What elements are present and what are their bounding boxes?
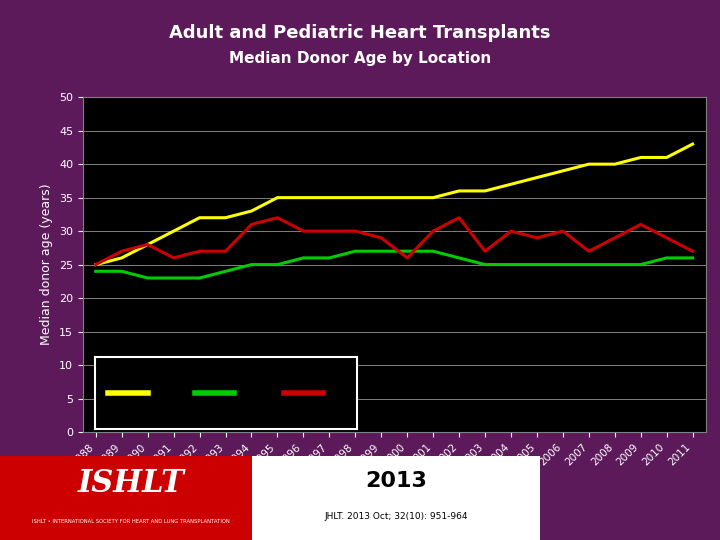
Text: ISHLT: ISHLT (78, 468, 184, 498)
Text: Median Donor Age by Location: Median Donor Age by Location (229, 51, 491, 66)
Y-axis label: Median donor age (years): Median donor age (years) (40, 184, 53, 346)
Text: Adult and Pediatric Heart Transplants: Adult and Pediatric Heart Transplants (169, 24, 551, 42)
Text: JHLT. 2013 Oct; 32(10): 951-964: JHLT. 2013 Oct; 32(10): 951-964 (324, 512, 468, 521)
Text: 2013: 2013 (365, 471, 427, 491)
Text: ISHLT • INTERNATIONAL SOCIETY FOR HEART AND LUNG TRANSPLANTATION: ISHLT • INTERNATIONAL SOCIETY FOR HEART … (32, 519, 230, 524)
